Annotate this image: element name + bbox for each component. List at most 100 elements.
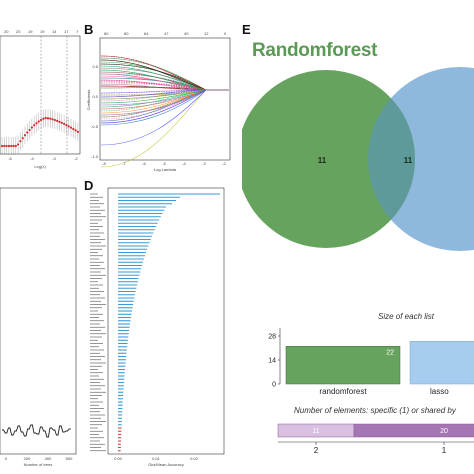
panel-b: 80 80 64 47 40 12 0 -8 -7 -6 -5 -4 -3 -2 0.5 0.0 -0.5 -… <box>84 28 234 174</box>
panel-a-x-tick: -5 <box>8 156 12 161</box>
panel-a-point <box>35 122 38 125</box>
panel-a-point <box>5 144 8 148</box>
panel-b-top-tick: 80 <box>104 31 109 36</box>
panel-b-ylabel: Coefficients <box>86 90 91 111</box>
panel-a-point <box>10 144 13 148</box>
bar-lasso-label: lasso <box>430 387 449 396</box>
upset-y-tick: 28 <box>268 334 276 341</box>
panel-a-top-tick: 20 <box>4 29 9 34</box>
panel-d-x-tick: 0.02 <box>190 456 199 461</box>
panel-a-point <box>0 144 4 148</box>
panel-b-xlabel: Log Lambda <box>154 167 177 172</box>
panel-a-point <box>53 118 57 122</box>
panel-a-x-tick: -4 <box>30 156 34 161</box>
panel-a-point <box>74 129 77 132</box>
panel-a: 20 20 19 19 14 17 7 -5 -4 -3 -2 Log(λ) <box>0 22 84 170</box>
upset-title: Size of each list <box>378 312 435 321</box>
panel-d-x-tick: 0.01 <box>152 456 161 461</box>
segment-shared <box>353 423 474 438</box>
panel-b-coef-path <box>100 55 229 91</box>
panel-a-point <box>42 117 45 120</box>
panel-b-y-tick: -1.0 <box>91 154 99 159</box>
panel-b-top-tick: 0 <box>224 31 227 36</box>
panel-b-x-tick: -2 <box>222 161 226 166</box>
panel-a-x-tick: -2 <box>74 156 78 161</box>
panel-a-point <box>63 122 66 126</box>
panel-b-coef-path <box>100 89 229 118</box>
bar-randomforest-value: 22 <box>386 349 394 356</box>
panel-b-top-tick: 47 <box>164 31 169 36</box>
panel-b-x-tick: -7 <box>122 161 126 166</box>
upset-y-tick: 14 <box>268 358 276 365</box>
panel-b-coef-path <box>100 83 229 91</box>
panel-c-x-tick: 200 <box>24 456 31 461</box>
venn-intersection-count: 11 <box>404 156 413 165</box>
upset-sizes-svg: 28 14 0 22 randomforest lasso <box>268 328 474 396</box>
upset-shared-svg: 11 20 2 1 <box>277 423 474 455</box>
panel-a-point <box>65 123 68 127</box>
panel-c: 0 200 400 500 Number of trees <box>0 186 84 468</box>
panel-a-point <box>40 118 43 122</box>
panel-a-point <box>30 126 33 129</box>
panel-b-y-tick: 0.0 <box>92 94 98 99</box>
panel-b-x-tick: -6 <box>142 161 146 166</box>
panel-b-coef-path <box>100 89 229 110</box>
panel-b-x-tick: -3 <box>202 161 206 166</box>
panel-c-x-tick: 500 <box>66 456 73 461</box>
panel-b-top-tick: 40 <box>184 31 189 36</box>
panel-b-coef-path <box>100 89 229 112</box>
segment-specific-value: 11 <box>312 428 319 435</box>
bar-randomforest-label: randomforest <box>319 387 367 396</box>
panel-b-x-tick: -5 <box>162 161 166 166</box>
bar-lasso <box>409 341 474 385</box>
panel-a-point <box>51 118 54 121</box>
panel-b-x-tick: -8 <box>102 161 106 166</box>
panel-b-coef-path <box>100 89 229 94</box>
bar-randomforest <box>285 346 401 385</box>
panel-a-top-tick: 19 <box>28 29 33 34</box>
panel-a-point <box>7 144 10 148</box>
panel-a-point <box>58 120 61 123</box>
panel-a-point <box>69 126 73 129</box>
shared-tick-1: 1 <box>442 446 447 455</box>
panel-a-point <box>28 128 31 132</box>
panel-b-coef-path <box>100 89 229 104</box>
panel-a-top-tick: 19 <box>40 29 45 34</box>
panel-a-point <box>67 125 70 128</box>
panel-b-coef-path <box>100 89 229 98</box>
panel-a-point <box>17 143 20 146</box>
panel-a-point <box>3 144 6 148</box>
panel-b-x-tick: -4 <box>182 161 186 166</box>
panel-a-point <box>33 124 36 127</box>
panel-b-top-tick: 80 <box>124 31 129 36</box>
venn-left-count: 11 <box>318 156 327 165</box>
panel-d-x-tick: 0.00 <box>114 456 123 461</box>
panel-b-coef-path <box>100 89 229 124</box>
panel-c-x-tick: 400 <box>45 456 52 461</box>
panel-a-point <box>49 117 52 120</box>
panel-a-x-tick: -3 <box>52 156 56 161</box>
segment-shared-value: 20 <box>440 428 448 435</box>
panel-b-label: B <box>84 22 94 37</box>
panel-a-point <box>19 140 22 143</box>
panel-a-point <box>56 119 59 122</box>
panel-b-y-tick: 0.5 <box>92 64 98 69</box>
panel-c-plot: 0 200 400 500 Number of trees <box>0 187 77 467</box>
panel-c-x-tick: 0 <box>5 456 8 461</box>
panel-a-point <box>14 144 17 148</box>
panel-a-point <box>46 117 50 120</box>
panel-b-coef-path <box>100 69 229 91</box>
panel-a-point <box>37 120 40 123</box>
panel-a-point <box>21 137 24 140</box>
panel-b-top-tick: 12 <box>204 31 209 36</box>
panel-a-xlabel: Log(λ) <box>34 164 46 169</box>
panel-a-point <box>44 116 47 120</box>
upset-y-tick: 0 <box>272 382 276 389</box>
panel-a-point <box>76 130 79 133</box>
panel-a-top-tick: 7 <box>76 29 79 34</box>
panel-d-xlabel: Gini/Mean Accuracy <box>148 462 184 467</box>
panel-d: 0.00 0.01 0.02 Gini/Mean Accuracy <box>84 186 234 468</box>
panel-b-y-tick: -0.5 <box>91 124 99 129</box>
panel-b-plot: 80 80 64 47 40 12 0 -8 -7 -6 -5 -4 -3 -2 0.5 0.0 -0.5 -… <box>86 31 231 172</box>
panel-a-top-tick: 20 <box>16 29 21 34</box>
